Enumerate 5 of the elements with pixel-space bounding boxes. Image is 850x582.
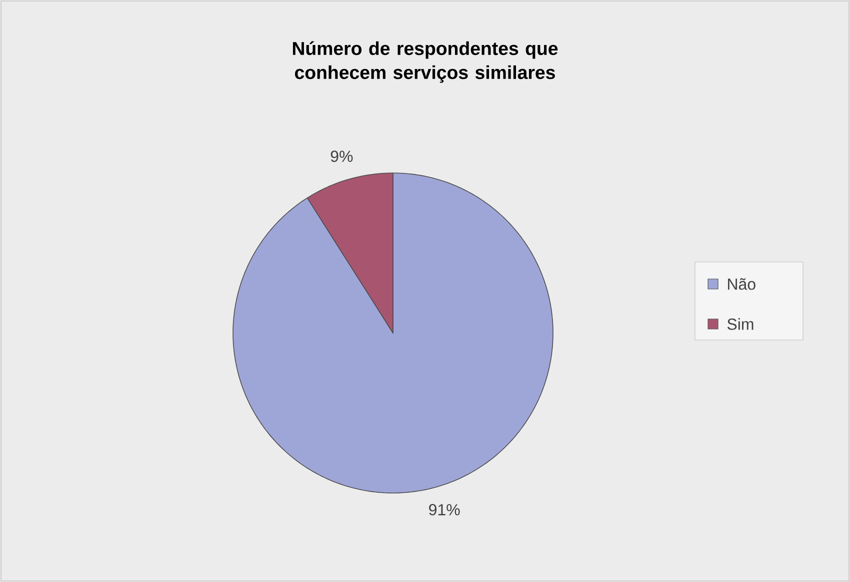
data-label: 91% — [429, 504, 460, 516]
data-label: 9% — [330, 150, 353, 162]
legend-label: Não — [728, 278, 756, 290]
legend-label: Sim — [727, 318, 754, 330]
chart-title: Número de respondentes que conhecem serviços similares — [292, 41, 558, 83]
